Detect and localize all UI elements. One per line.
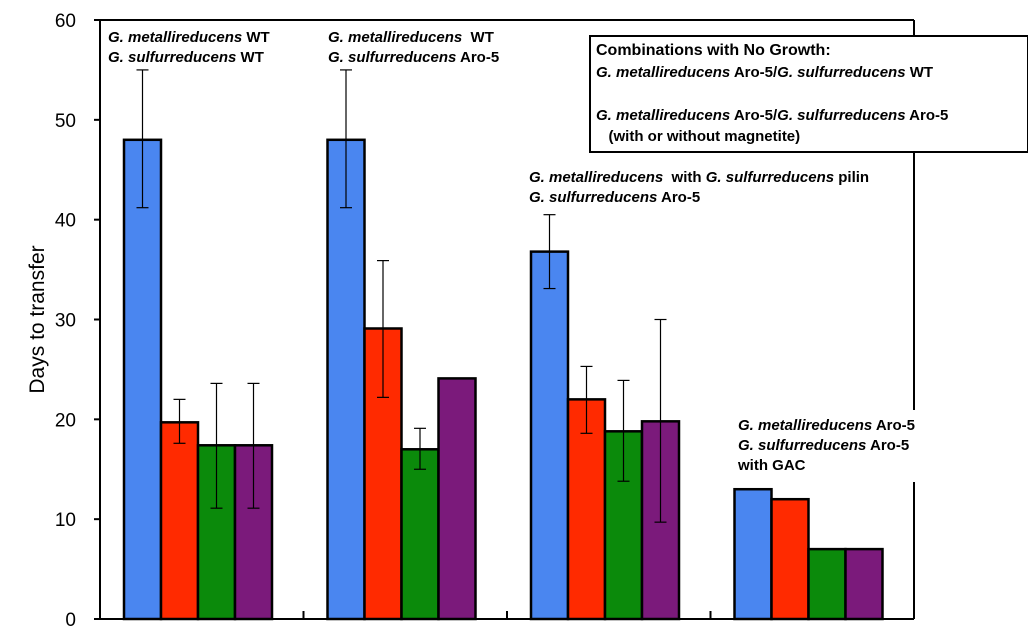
group-label-line: G. sulfurreducens Aro-5 [529, 189, 700, 206]
group-annotations: G. metallireducens WT G. sulfurreducens W… [108, 29, 915, 474]
y-tick-label: 40 [55, 211, 76, 232]
y-tick-label: 20 [55, 410, 76, 431]
group-label-line: G. sulfurreducens WT [108, 49, 264, 66]
y-tick-label: 60 [55, 11, 76, 32]
group-label-line: G. sulfurreducens Aro-5 [738, 437, 909, 454]
bar [122, 138, 163, 621]
y-axis-label: Days to transfer [26, 245, 49, 393]
no-growth-line: (with or without magnetite) [596, 128, 800, 145]
no-growth-title: Combinations with No Growth: [596, 42, 831, 59]
bar [159, 421, 200, 621]
axes: 0 10 20 30 40 50 60 Days to transfer [26, 11, 915, 626]
group-label-line: G. metallireducens WT [328, 29, 494, 46]
bar [529, 250, 570, 621]
group-label-line: G. metallireducens with G. sulfurreducen… [529, 169, 869, 186]
bar [733, 487, 773, 621]
no-growth-box-frame [589, 35, 1028, 153]
bar [326, 138, 366, 621]
y-tick-label: 0 [65, 610, 76, 626]
y-tick-label: 10 [55, 510, 76, 531]
group-label-line: G. sulfurreducens Aro-5 [328, 49, 499, 66]
bar [400, 448, 440, 621]
error-bars [136, 69, 667, 523]
no-growth-line: G. metallireducens Aro-5/G. sulfurreduce… [596, 107, 948, 124]
bar [807, 547, 847, 621]
bar [770, 497, 810, 621]
no-growth-line: G. metallireducens Aro-5/G. sulfurreduce… [596, 64, 933, 81]
no-growth-box: Combinations with No Growth: G. metallire… [589, 35, 1028, 153]
group-label-line: with GAC [737, 457, 806, 474]
y-tick-label: 50 [55, 111, 76, 132]
bar [437, 377, 477, 621]
bar [844, 547, 884, 621]
bars [122, 138, 884, 621]
y-tick-label: 30 [55, 311, 76, 332]
group-label-line: G. metallireducens WT [108, 29, 270, 46]
group-label-line: G. metallireducens Aro-5 [738, 417, 915, 434]
